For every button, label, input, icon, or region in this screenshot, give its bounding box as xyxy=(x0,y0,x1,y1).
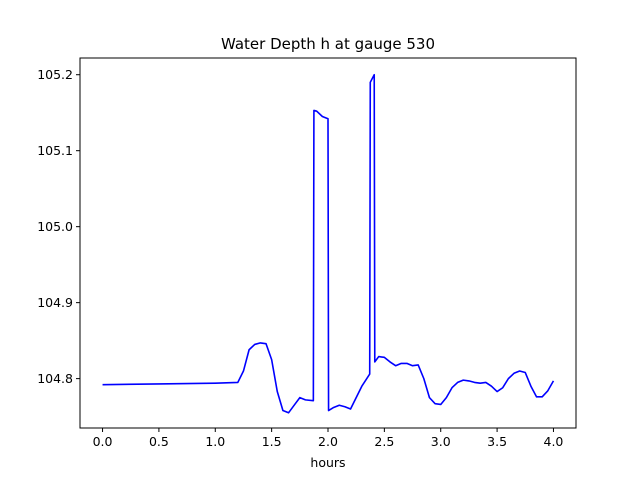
x-tick-label: 0.0 xyxy=(93,434,113,449)
x-axis: 0.0 0.5 1.0 1.5 2.0 2.5 3.0 3.5 4.0 xyxy=(93,428,564,449)
y-tick-label: 105.0 xyxy=(37,219,73,234)
y-axis: 104.8 104.9 105.0 105.1 105.2 xyxy=(37,67,80,386)
series-line-0 xyxy=(102,73,555,414)
chart-title: Water Depth h at gauge 530 xyxy=(221,35,435,53)
x-tick-label: 3.0 xyxy=(431,434,451,449)
x-tick-label: 0.5 xyxy=(149,434,169,449)
x-tick-label: 1.0 xyxy=(205,434,225,449)
series-layer xyxy=(102,73,555,414)
y-tick-label: 104.8 xyxy=(37,371,73,386)
x-axis-label: hours xyxy=(310,455,345,470)
x-tick-label: 1.5 xyxy=(262,434,282,449)
x-tick-label: 3.5 xyxy=(487,434,507,449)
y-tick-label: 104.9 xyxy=(37,295,73,310)
x-tick-label: 4.0 xyxy=(544,434,564,449)
y-tick-label: 105.1 xyxy=(37,143,73,158)
x-tick-label: 2.0 xyxy=(318,434,338,449)
y-tick-label: 105.2 xyxy=(37,67,73,82)
x-tick-label: 2.5 xyxy=(374,434,394,449)
